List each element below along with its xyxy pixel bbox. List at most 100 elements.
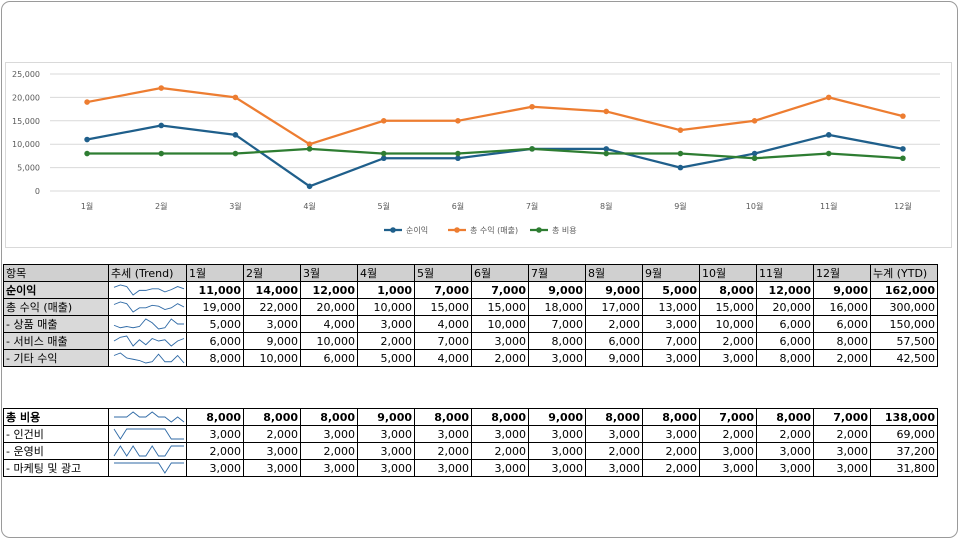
data-point (380, 118, 387, 124)
trend-cell (108, 315, 187, 333)
row-label: - 상품 매출 (3, 315, 109, 333)
value-cell: 13,000 (642, 298, 700, 316)
y-tick-label: 20,000 (12, 93, 40, 102)
value-cell: 10,000 (357, 298, 415, 316)
value-cell: 9,000 (357, 408, 415, 426)
value-cell: 3,000 (813, 459, 871, 477)
value-cell: 6,000 (585, 332, 643, 350)
header-row: 항목 추세 (Trend) 1월 2월 3월 4월 5월 6월 7월 8월 9월 10월 11월 12월 누… (3, 264, 938, 282)
x-tick-label: 9월 (674, 201, 686, 211)
value-cell: 3,000 (186, 459, 244, 477)
value-cell: 8,000 (186, 349, 244, 367)
trend-cell (108, 442, 187, 460)
trend-cell (108, 425, 187, 443)
column-header: 7월 (528, 264, 586, 282)
value-cell: 3,000 (414, 459, 472, 477)
table-row: 총 수익 (매출) 19,000 22,000 20,000 10,000 15,000 1… (3, 298, 938, 316)
value-cell: 69,000 (870, 425, 938, 443)
x-tick-label: 6월 (452, 201, 464, 211)
row-label: - 마케팅 및 광고 (3, 459, 109, 477)
column-header: 9월 (642, 264, 700, 282)
value-cell: 6,000 (756, 315, 814, 333)
value-cell: 9,000 (585, 281, 643, 299)
x-tick-label: 10월 (746, 201, 764, 211)
column-header: 추세 (Trend) (108, 264, 187, 282)
value-cell: 8,000 (528, 332, 586, 350)
value-cell: 8,000 (813, 332, 871, 350)
value-cell: 2,000 (471, 442, 529, 460)
value-cell: 9,000 (528, 408, 586, 426)
data-point (232, 150, 239, 157)
data-point (825, 150, 832, 157)
value-cell: 8,000 (414, 408, 472, 426)
sparkline-path (113, 445, 184, 457)
data-point (158, 122, 165, 129)
sparkline-path (113, 335, 185, 347)
value-cell: 37,200 (870, 442, 938, 460)
row-label: - 기타 수익 (3, 349, 109, 367)
value-cell: 3,000 (585, 459, 643, 477)
value-cell: 31,800 (870, 459, 938, 477)
data-point (380, 155, 387, 162)
value-cell: 138,000 (870, 408, 938, 426)
legend-marker (536, 227, 542, 233)
trend-cell (108, 459, 187, 477)
column-header: 4월 (357, 264, 415, 282)
value-cell: 8,000 (243, 408, 301, 426)
value-cell: 11,000 (186, 281, 244, 299)
value-cell: 2,000 (471, 349, 529, 367)
value-cell: 3,000 (756, 442, 814, 460)
value-cell: 57,500 (870, 332, 938, 350)
legend-label: 순이익 (406, 225, 428, 235)
value-cell: 18,000 (528, 298, 586, 316)
value-cell: 2,000 (699, 332, 757, 350)
value-cell: 2,000 (813, 349, 871, 367)
value-cell: 4,000 (300, 315, 358, 333)
legend-label: 총 비용 (552, 226, 577, 235)
value-cell: 7,000 (471, 281, 529, 299)
row-label: 총 비용 (3, 408, 109, 426)
value-cell: 3,000 (414, 425, 472, 443)
value-cell: 7,000 (699, 408, 757, 426)
line-chart: 0 5,000 10,000 15,000 20,000 25,000 1월 2월 3월 4월 5월… (5, 62, 952, 248)
data-point (751, 118, 758, 124)
value-cell: 3,000 (528, 425, 586, 443)
value-cell: 5,000 (357, 349, 415, 367)
value-cell: 10,000 (243, 349, 301, 367)
data-point (751, 150, 758, 157)
sparkline (113, 445, 184, 457)
data-point (751, 155, 758, 162)
value-cell: 5,000 (642, 281, 700, 299)
value-cell: 3,000 (357, 425, 415, 443)
y-tick-label: 0 (35, 187, 40, 196)
value-cell: 8,000 (186, 408, 244, 426)
value-cell: 2,000 (642, 442, 700, 460)
data-point (158, 150, 165, 157)
y-tick-label: 10,000 (12, 140, 40, 149)
value-cell: 15,000 (699, 298, 757, 316)
value-cell: 300,000 (870, 298, 938, 316)
value-cell: 10,000 (300, 332, 358, 350)
sparkline-path (114, 411, 185, 423)
data-point (900, 155, 906, 162)
value-cell: 3,000 (528, 442, 586, 460)
data-point (677, 164, 684, 171)
value-cell: 1,000 (357, 281, 415, 299)
value-cell: 3,000 (813, 442, 871, 460)
data-point (84, 150, 90, 157)
value-cell: 3,000 (243, 459, 301, 477)
table-row: - 기타 수익 8,000 10,000 6,000 5,000 4,000 2,000 3,… (3, 349, 938, 367)
value-cell: 2,000 (813, 425, 871, 443)
value-cell: 4,000 (414, 349, 472, 367)
value-cell: 3,000 (186, 425, 244, 443)
data-point (825, 132, 832, 138)
column-header: 12월 (813, 264, 871, 282)
legend-marker (454, 227, 460, 233)
data-point (306, 183, 313, 190)
value-cell: 12,000 (300, 281, 358, 299)
data-point (158, 85, 165, 91)
value-cell: 3,000 (357, 315, 415, 333)
x-tick-label: 11월 (820, 201, 838, 211)
sparkline (113, 284, 185, 296)
value-cell: 10,000 (471, 315, 529, 333)
